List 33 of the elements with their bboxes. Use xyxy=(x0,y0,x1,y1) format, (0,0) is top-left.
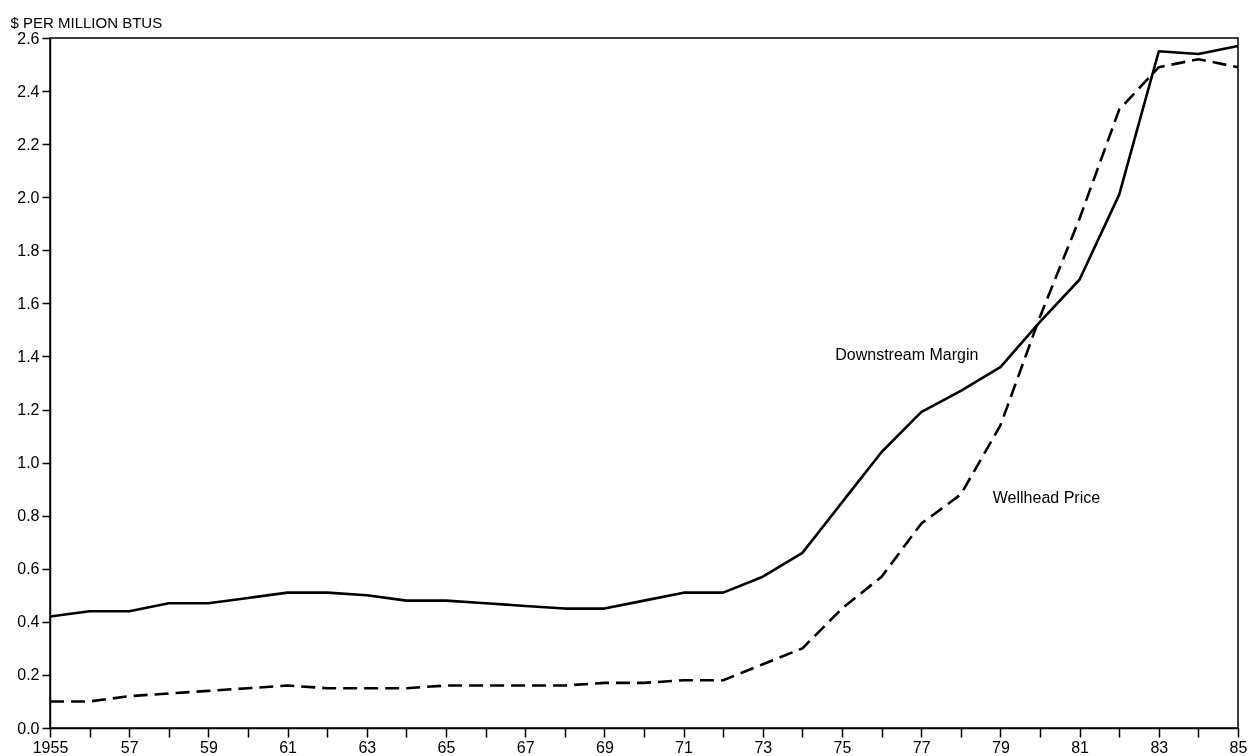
x-tick-label: 61 xyxy=(279,738,298,756)
y-tick-label: 0.0 xyxy=(17,719,40,737)
x-tick-label: 63 xyxy=(358,738,377,756)
x-tick-label: 79 xyxy=(992,738,1010,756)
y-tick-label: 1.0 xyxy=(17,454,40,472)
series-label: Wellhead Price xyxy=(992,489,1101,507)
y-tick-label: 2.0 xyxy=(17,188,40,206)
x-tick-label: 57 xyxy=(120,738,139,756)
x-tick-label: 73 xyxy=(754,738,773,756)
x-tick-label: 65 xyxy=(437,738,456,756)
y-tick-label: 1.2 xyxy=(17,401,40,419)
x-tick-label: 71 xyxy=(675,738,694,756)
y-tick-label: 0.2 xyxy=(17,666,40,684)
y-tick-label: 0.4 xyxy=(17,613,40,631)
series-label: Downstream Margin xyxy=(835,346,979,364)
x-tick-label: 1955 xyxy=(32,738,69,756)
y-tick-label: 2.6 xyxy=(17,29,40,47)
x-tick-label: 67 xyxy=(516,738,535,756)
y-tick-label: 1.8 xyxy=(17,241,40,259)
x-tick-label: 77 xyxy=(912,738,931,756)
y-tick-label: 2.2 xyxy=(17,135,40,153)
y-tick-label: 2.4 xyxy=(17,82,40,100)
y-tick-label: 0.8 xyxy=(17,507,40,525)
x-tick-label: 81 xyxy=(1071,738,1090,756)
y-tick-label: 1.6 xyxy=(17,294,40,312)
x-tick-label: 59 xyxy=(200,738,218,756)
y-tick-label: 0.6 xyxy=(17,560,40,578)
x-tick-label: 85 xyxy=(1229,738,1248,756)
y-tick-label: 1.4 xyxy=(17,347,40,365)
y-axis-title: $ PER MILLION BTUS xyxy=(10,13,163,31)
x-tick-label: 69 xyxy=(596,738,614,756)
x-tick-label: 83 xyxy=(1150,738,1169,756)
x-tick-label: 75 xyxy=(833,738,852,756)
